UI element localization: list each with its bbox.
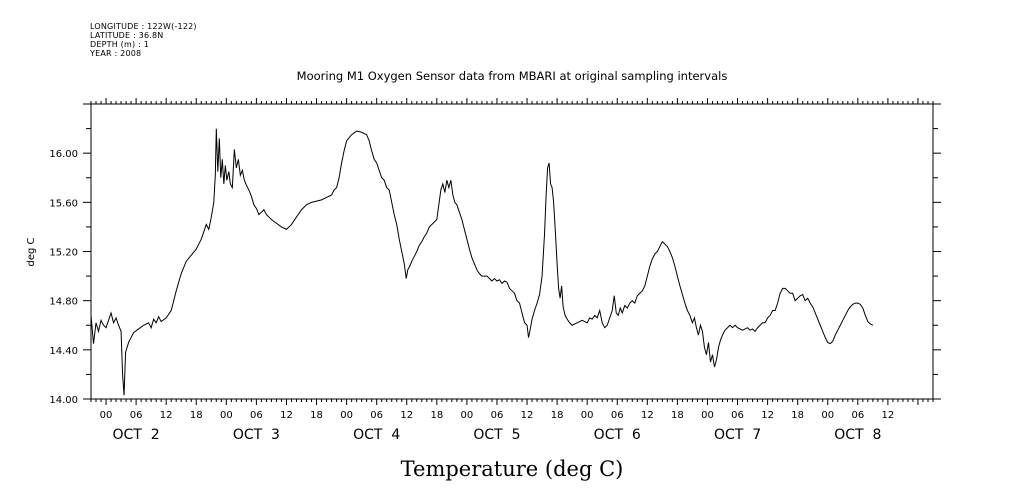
x-tick-label: 06 xyxy=(130,410,143,421)
x-tick-label: 12 xyxy=(400,410,413,421)
y-tick-label: 16.00 xyxy=(49,149,78,160)
x-tick-label: 06 xyxy=(851,410,864,421)
x-tick-label: 12 xyxy=(761,410,774,421)
x-tick-label: 12 xyxy=(160,410,173,421)
y-tick-label: 14.00 xyxy=(49,395,78,406)
x-tick-label: 06 xyxy=(611,410,624,421)
day-label: OCT 7 xyxy=(714,427,761,443)
x-tick-label: 12 xyxy=(641,410,654,421)
axis-ticks xyxy=(83,98,941,405)
x-tick-label: 00 xyxy=(340,410,353,421)
day-label: OCT 8 xyxy=(834,427,881,443)
x-tick-label: 18 xyxy=(671,410,684,421)
x-tick-label: 00 xyxy=(220,410,233,421)
x-tick-label: 06 xyxy=(370,410,383,421)
y-tick-label: 15.60 xyxy=(49,198,78,209)
x-tick-label: 12 xyxy=(882,410,895,421)
x-tick-label: 18 xyxy=(791,410,804,421)
x-tick-label: 18 xyxy=(551,410,564,421)
day-label: OCT 5 xyxy=(473,427,520,443)
y-tick-label: 15.20 xyxy=(49,248,78,259)
x-tick-label: 12 xyxy=(280,410,293,421)
x-axis-label: Temperature (deg C) xyxy=(401,457,624,481)
y-axis-label: deg C xyxy=(26,237,37,266)
x-tick-label: 18 xyxy=(190,410,203,421)
x-tick-labels: 00 06 12 18 00 06 12 18 00 06 12 18 00 06 12 18 00 06 12 18… xyxy=(100,410,895,421)
y-tick-label: 14.80 xyxy=(49,297,78,308)
latitude-label: LATITUDE : 36.8N xyxy=(90,31,164,40)
x-tick-label: 12 xyxy=(521,410,534,421)
day-label: OCT 3 xyxy=(233,427,280,443)
x-tick-label: 00 xyxy=(701,410,714,421)
day-label: OCT 4 xyxy=(353,427,400,443)
metadata-block: LONGITUDE : 122W(-122) LATITUDE : 36.8N … xyxy=(90,22,197,58)
chart-title: Mooring M1 Oxygen Sensor data from MBARI… xyxy=(297,69,728,83)
x-tick-label: 00 xyxy=(100,410,113,421)
x-tick-label: 06 xyxy=(491,410,504,421)
year-label: YEAR : 2008 xyxy=(90,49,142,58)
longitude-label: LONGITUDE : 122W(-122) xyxy=(90,22,197,31)
y-tick-labels: 14.00 14.40 14.80 15.20 15.60 16.00 xyxy=(49,149,78,406)
x-tick-label: 00 xyxy=(821,410,834,421)
x-tick-label: 18 xyxy=(310,410,323,421)
x-tick-label: 06 xyxy=(731,410,744,421)
x-tick-label: 06 xyxy=(250,410,263,421)
day-labels: OCT 2 OCT 3 OCT 4 OCT 5 OCT 6 OCT 7 OCT 8 xyxy=(113,427,882,443)
series-line-temperature xyxy=(90,128,874,396)
y-tick-label: 14.40 xyxy=(49,346,78,357)
x-tick-label: 00 xyxy=(581,410,594,421)
day-label: OCT 6 xyxy=(594,427,641,443)
x-tick-label: 18 xyxy=(430,410,443,421)
x-tick-label: 00 xyxy=(461,410,474,421)
day-label: OCT 2 xyxy=(113,427,160,443)
depth-label: DEPTH (m) : 1 xyxy=(90,40,149,49)
